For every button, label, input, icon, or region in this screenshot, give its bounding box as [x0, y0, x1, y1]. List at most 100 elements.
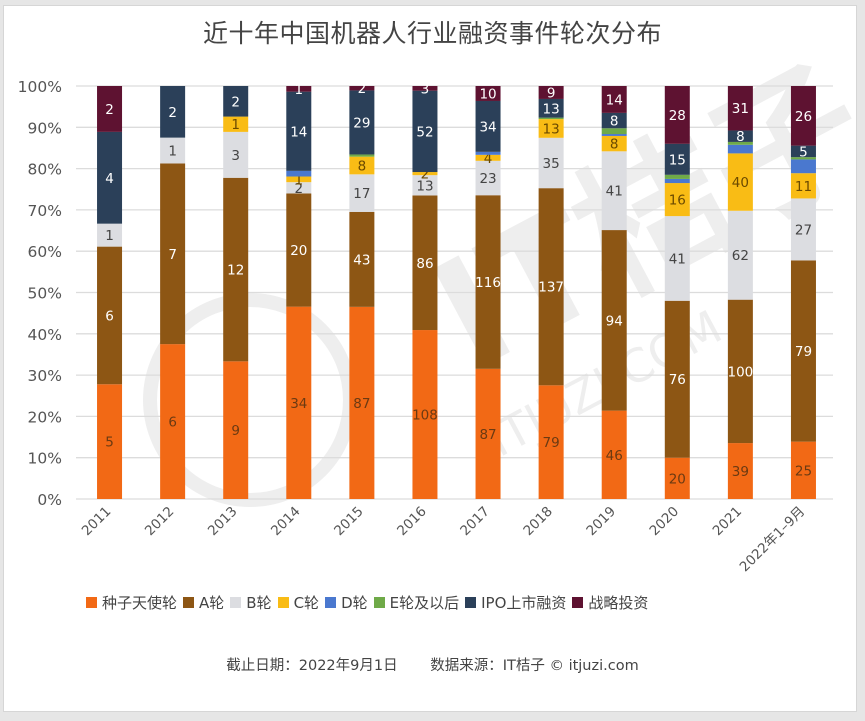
data-label: 2 [421, 167, 430, 183]
x-tick-label: 2022年1–9月 [737, 504, 809, 576]
bar-segment [790, 145, 816, 158]
legend-item: 战略投资 [572, 592, 648, 613]
bar-segment [223, 131, 249, 178]
bar-stack: 6 7 1 2 [160, 86, 186, 499]
bar-segment [475, 86, 501, 101]
legend-swatch [325, 597, 337, 608]
bar-segment [664, 457, 690, 499]
bar-segment [664, 143, 690, 175]
data-label: 12 [227, 263, 244, 279]
legend-swatch [230, 597, 242, 608]
x-tick-label: 2016 [394, 504, 430, 540]
bar-segment [223, 361, 249, 499]
bar-segment [538, 86, 564, 99]
bar-segment [475, 151, 501, 155]
x-tick-label: 2012 [142, 504, 178, 540]
bar-stack: 39 100 62 40 8 31 [727, 86, 753, 499]
data-label: 100 [727, 364, 753, 380]
y-tick-label: 40% [28, 326, 62, 344]
bar-segment [727, 86, 753, 131]
y-tick-label: 10% [28, 450, 62, 468]
bar-segment [412, 195, 438, 331]
legend-item: A轮 [183, 592, 224, 613]
data-label: 8 [736, 129, 745, 145]
bar-segment [727, 130, 753, 142]
data-label: 31 [732, 101, 749, 117]
data-label: 9 [231, 423, 240, 439]
bar-stack: 25 79 27 11 5 26 [790, 86, 816, 499]
bar-segment [412, 175, 438, 196]
legend-label: 种子天使轮 [102, 594, 178, 612]
data-label: 1 [294, 172, 303, 188]
bar-segment [727, 299, 753, 444]
bar-segment [160, 344, 186, 499]
bar-segment [412, 90, 438, 173]
legend-label: E轮及以后 [389, 594, 460, 612]
bar-segment [286, 170, 312, 177]
x-tick-label: 2019 [583, 504, 619, 540]
data-label: 35 [543, 156, 560, 172]
bar-segment [349, 86, 375, 91]
bar-segment [790, 441, 816, 499]
y-tick-label: 30% [28, 367, 62, 385]
bar-segment [538, 137, 564, 189]
legend-swatch [277, 597, 289, 608]
data-source: 数据来源：IT桔子 © itjuzi.com [430, 658, 639, 674]
data-label: 41 [669, 251, 686, 267]
legend-label: A轮 [199, 594, 225, 612]
data-label: 2 [168, 105, 177, 121]
data-label: 94 [606, 313, 623, 329]
data-label: 8 [358, 159, 367, 175]
bar-segment [97, 86, 123, 132]
data-label: 6 [105, 308, 114, 324]
bar-segment [790, 260, 816, 442]
bar-segment [97, 246, 123, 385]
bar-stack: 5 6 1 4 2 [97, 86, 123, 499]
legend-item: D轮 [325, 592, 368, 613]
data-label: 14 [606, 92, 623, 108]
legend-label: B轮 [246, 594, 272, 612]
bar-segment [475, 160, 501, 196]
legend-label: 战略投资 [588, 594, 649, 612]
bar-segment [349, 174, 375, 212]
bar-segment [286, 193, 312, 307]
bar-segment [349, 90, 375, 155]
y-tick-label: 70% [28, 202, 62, 220]
bar-segment [349, 211, 375, 307]
legend-item: C轮 [277, 592, 319, 613]
bar-segment [601, 410, 627, 499]
data-label: 17 [353, 186, 370, 202]
data-label: 29 [353, 115, 370, 131]
bar-segment [664, 216, 690, 301]
bar-segment [412, 86, 438, 91]
data-label: 5 [105, 435, 114, 451]
data-label: 8 [610, 137, 619, 153]
data-label: 27 [795, 222, 812, 238]
data-label: 6 [168, 415, 177, 431]
data-label: 9 [547, 85, 556, 101]
data-label: 23 [479, 171, 496, 187]
data-label: 34 [290, 396, 307, 412]
bar-segment [286, 91, 312, 171]
bar-segment [160, 163, 186, 345]
bar-segment [790, 159, 816, 174]
y-tick-label: 20% [28, 408, 62, 426]
footer: 截止日期：2022年9月1日 数据来源：IT桔子 © itjuzi.com [0, 654, 865, 675]
data-label: 2 [105, 102, 114, 118]
data-label: 16 [669, 193, 686, 209]
data-label: 8 [610, 114, 619, 130]
bar-segment [601, 112, 627, 129]
bar-segment [664, 178, 690, 184]
bar-segment [601, 151, 627, 231]
bar-segment [412, 172, 438, 176]
bar-segment [349, 156, 375, 175]
y-tick-label: 90% [28, 119, 62, 137]
data-label: 87 [479, 427, 496, 443]
bar-segment [727, 443, 753, 499]
data-label: 62 [732, 248, 749, 264]
legend-swatch [572, 597, 584, 608]
legend: 种子天使轮 A轮 B轮 C轮 D轮 E轮及以后 IPO上市融资 战略投资 [86, 592, 654, 613]
data-label: 86 [416, 256, 433, 272]
y-tick-label: 0% [37, 491, 62, 509]
